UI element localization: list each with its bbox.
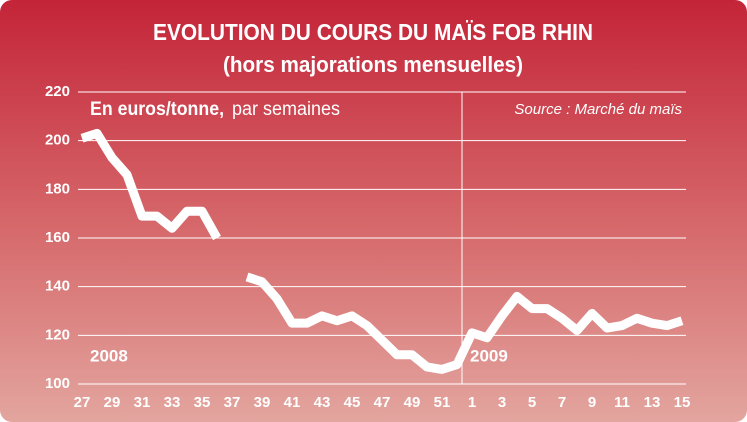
x-tick-label: 9: [588, 394, 596, 411]
chart-subtitle: (hors majorations mensuelles): [223, 52, 523, 77]
year-label: 2009: [470, 346, 508, 365]
x-tick-label: 41: [284, 394, 301, 411]
y-tick-label: 140: [45, 278, 70, 295]
source: Source : Marché du maïs: [514, 101, 682, 118]
x-tick-label: 29: [104, 394, 121, 411]
x-tick-label: 11: [614, 394, 630, 411]
x-tick-label: 5: [528, 394, 536, 411]
y-tick-label: 220: [45, 83, 70, 100]
y-tick-label: 100: [45, 375, 70, 392]
year-label: 2008: [90, 346, 128, 365]
y-tick-label: 200: [45, 132, 70, 149]
x-tick-label: 15: [674, 394, 691, 411]
x-tick-label: 45: [344, 394, 361, 411]
x-tick-label: 51: [434, 394, 451, 411]
y-tick-label: 180: [45, 180, 70, 197]
chart-title: EVOLUTION DU COURS DU MAÏS FOB RHIN: [153, 19, 593, 45]
x-tick-label: 37: [224, 394, 241, 411]
x-tick-label: 1: [468, 394, 476, 411]
x-tick-label: 31: [134, 394, 151, 411]
x-tick-label: 35: [194, 394, 211, 411]
x-tick-label: 13: [644, 394, 661, 411]
price-line: [80, 128, 684, 374]
unit-label: En euros/tonne,: [90, 99, 224, 120]
x-tick-label: 7: [558, 394, 566, 411]
x-tick-label: 33: [164, 394, 181, 411]
x-tick-label: 27: [74, 394, 91, 411]
unit-note: par semaines: [232, 99, 340, 120]
x-tick-label: 39: [254, 394, 271, 411]
x-tick-label: 47: [374, 394, 391, 411]
x-tick-label: 3: [498, 394, 506, 411]
x-tick-label: 49: [404, 394, 421, 411]
y-tick-label: 120: [45, 326, 70, 343]
x-tick-label: 43: [314, 394, 331, 411]
y-tick-label: 160: [45, 229, 70, 246]
